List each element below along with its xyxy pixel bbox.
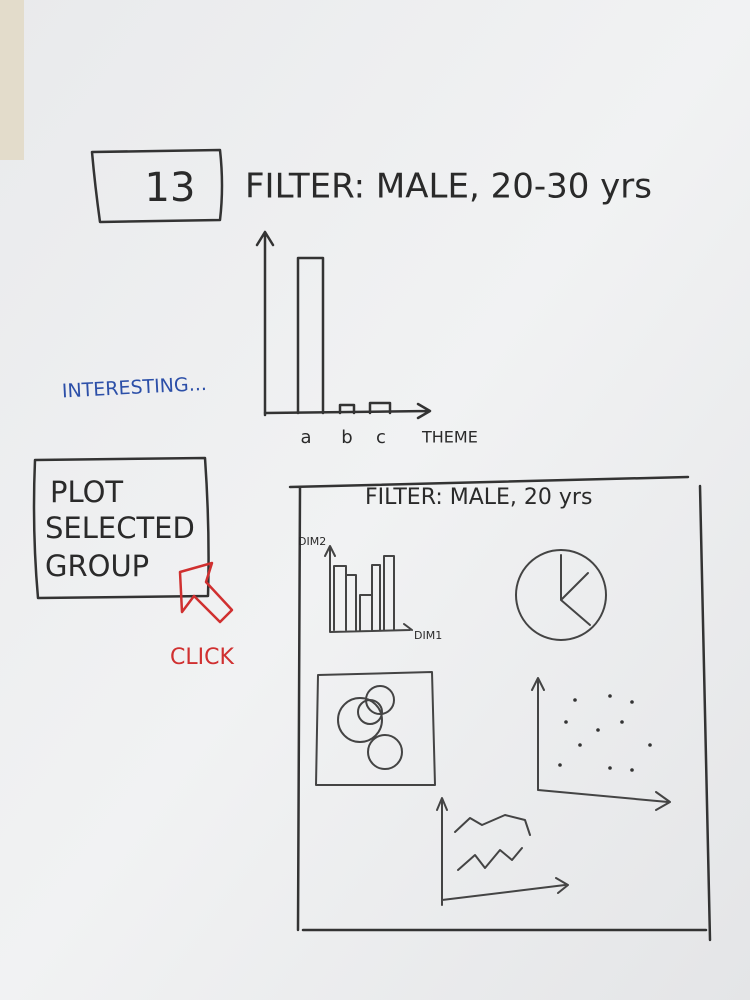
mini-bar-chart <box>324 545 413 633</box>
group-number: 13 <box>145 165 196 211</box>
x-tick-label: c <box>376 427 386 448</box>
scatter-axes <box>531 677 671 811</box>
panel-frame <box>288 475 712 942</box>
x-tick-label: b <box>341 427 352 448</box>
bubble <box>357 699 383 725</box>
x-tick-label: a <box>300 427 311 448</box>
filter-label: FILTER: MALE, 20-30 yrs <box>245 167 652 207</box>
button-line: SELECTED <box>45 511 195 545</box>
x-axis-label: THEME <box>421 428 478 447</box>
button-line: GROUP <box>45 549 149 583</box>
y-axis <box>255 230 275 417</box>
pie-slices <box>560 554 591 626</box>
panel-title: FILTER: MALE, 20 yrs <box>365 485 592 510</box>
cursor-icon <box>178 561 234 624</box>
bar-b <box>338 403 356 415</box>
mini-x-label: DIM1 <box>414 629 442 642</box>
button-frame <box>32 456 210 600</box>
bubble-frame <box>315 671 436 786</box>
board-edge <box>0 0 24 160</box>
bar-a <box>296 256 325 415</box>
mini-y-label: DIM2 <box>298 535 326 548</box>
bubble <box>367 734 403 770</box>
plot-button[interactable]: PLOT SELECTED GROUP <box>32 456 210 600</box>
mini-pie <box>515 549 607 641</box>
button-line: PLOT <box>50 475 123 509</box>
mini-line-chart <box>436 797 569 906</box>
number-box <box>90 148 224 224</box>
click-label: CLICK <box>170 645 234 670</box>
bubble <box>337 697 383 743</box>
scatter-dots <box>558 694 652 772</box>
x-axis <box>263 402 432 420</box>
bar-c <box>368 401 392 415</box>
